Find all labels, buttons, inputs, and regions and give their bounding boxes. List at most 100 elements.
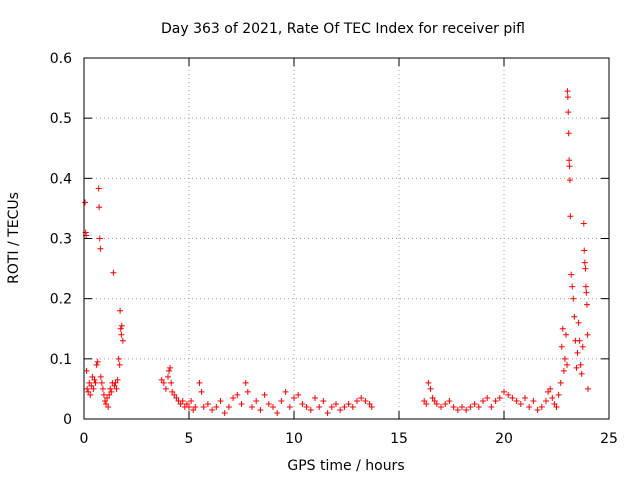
data-point bbox=[328, 403, 335, 410]
data-point bbox=[88, 382, 95, 389]
data-point bbox=[299, 400, 306, 407]
data-point bbox=[522, 394, 528, 401]
data-point bbox=[238, 400, 245, 407]
data-point bbox=[471, 400, 478, 407]
data-point bbox=[225, 403, 232, 410]
data-point bbox=[446, 397, 453, 404]
y-tick-label: 0.1 bbox=[50, 352, 72, 368]
data-point bbox=[582, 265, 589, 272]
data-point bbox=[480, 397, 486, 404]
data-point bbox=[560, 367, 567, 374]
data-point bbox=[103, 400, 110, 407]
data-point bbox=[286, 403, 293, 410]
data-point bbox=[549, 394, 556, 401]
data-point bbox=[242, 379, 249, 386]
data-point bbox=[530, 397, 537, 404]
data-point bbox=[196, 379, 203, 386]
data-point bbox=[584, 331, 591, 338]
data-point bbox=[84, 385, 91, 392]
data-point bbox=[570, 295, 577, 302]
data-point bbox=[581, 259, 588, 266]
data-point bbox=[564, 88, 571, 95]
data-point bbox=[559, 325, 566, 332]
axis-ticks: 0 5 10 15 20 25 0 0.1 0.2 0.3 0.4 0.5 0.6 bbox=[50, 51, 618, 447]
data-point bbox=[555, 391, 562, 398]
data-point bbox=[253, 397, 260, 404]
data-point bbox=[501, 388, 507, 395]
data-point bbox=[110, 269, 117, 276]
data-point bbox=[509, 394, 516, 401]
data-point bbox=[291, 394, 297, 401]
data-point bbox=[433, 400, 440, 407]
data-point bbox=[113, 385, 120, 392]
data-point bbox=[93, 361, 100, 368]
data-point bbox=[278, 397, 285, 404]
data-point bbox=[488, 403, 495, 410]
data-point bbox=[513, 397, 520, 404]
data-point bbox=[564, 94, 571, 101]
data-point bbox=[274, 409, 281, 416]
x-tick-label: 20 bbox=[495, 431, 513, 447]
data-point bbox=[171, 391, 178, 398]
data-point bbox=[169, 388, 176, 395]
data-point bbox=[173, 394, 180, 401]
data-point bbox=[282, 388, 289, 395]
data-point bbox=[85, 388, 92, 395]
data-point bbox=[168, 379, 175, 386]
data-point bbox=[358, 394, 365, 401]
data-point bbox=[190, 406, 197, 413]
grid-lines bbox=[84, 58, 609, 419]
data-point bbox=[270, 403, 276, 410]
data-point bbox=[576, 337, 583, 344]
plot-frame bbox=[83, 57, 610, 420]
data-point bbox=[553, 403, 560, 410]
data-point bbox=[545, 388, 552, 395]
data-point bbox=[98, 379, 105, 386]
data-point bbox=[421, 397, 428, 404]
data-point bbox=[581, 247, 588, 254]
data-point bbox=[543, 397, 549, 404]
y-tick-label: 0.3 bbox=[50, 232, 72, 248]
x-tick-label: 5 bbox=[185, 431, 194, 447]
data-point bbox=[341, 403, 348, 410]
data-point bbox=[230, 394, 237, 401]
data-point bbox=[349, 403, 356, 410]
x-tick-label: 15 bbox=[390, 431, 408, 447]
y-axis-label: ROTI / TECUs bbox=[6, 192, 22, 284]
data-point bbox=[160, 379, 167, 386]
data-point bbox=[83, 367, 90, 374]
data-point bbox=[333, 400, 339, 407]
data-point bbox=[324, 409, 331, 416]
data-point bbox=[575, 319, 582, 326]
x-tick-label: 25 bbox=[600, 431, 618, 447]
data-point bbox=[438, 403, 444, 410]
data-point bbox=[265, 400, 272, 407]
data-point bbox=[429, 394, 436, 401]
data-point bbox=[116, 361, 123, 368]
data-points bbox=[82, 88, 591, 416]
data-point bbox=[565, 109, 572, 116]
data-point bbox=[571, 313, 578, 320]
data-point bbox=[423, 400, 430, 407]
data-point bbox=[162, 385, 169, 392]
data-point bbox=[463, 406, 470, 413]
data-point bbox=[580, 220, 587, 227]
data-point bbox=[198, 388, 205, 395]
data-point bbox=[551, 400, 558, 407]
data-point bbox=[582, 283, 589, 290]
data-point bbox=[564, 361, 570, 368]
data-point bbox=[158, 376, 165, 383]
data-point bbox=[569, 283, 576, 290]
data-point bbox=[316, 403, 323, 410]
data-point bbox=[244, 388, 251, 395]
data-point bbox=[188, 397, 195, 404]
data-point bbox=[108, 388, 115, 395]
data-point bbox=[217, 397, 224, 404]
data-point bbox=[312, 394, 318, 401]
data-point bbox=[94, 358, 101, 365]
data-point bbox=[303, 403, 310, 410]
data-point bbox=[96, 204, 103, 211]
data-point bbox=[573, 364, 580, 371]
data-point bbox=[209, 406, 216, 413]
